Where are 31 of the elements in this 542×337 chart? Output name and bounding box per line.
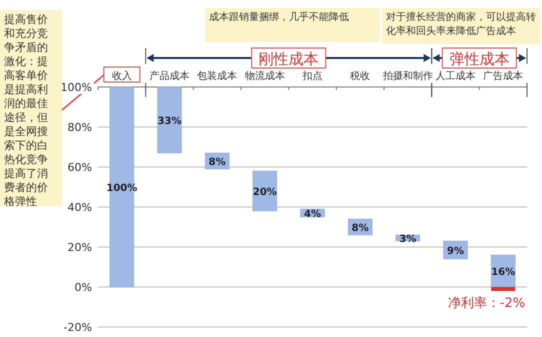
x-tick-label: 物流成本	[244, 70, 285, 82]
text: 100%	[106, 183, 138, 194]
x-tick-label: 收入	[112, 70, 132, 82]
text: 对于擅长经营的商家，可以提高转化率和回头率来降低广告成本	[382, 8, 540, 44]
y-tick-label: -20%	[64, 321, 92, 334]
x-tick-label: 包装成本	[197, 70, 238, 82]
text: 16%	[491, 267, 516, 278]
x-tick-label: 产品成本	[150, 70, 190, 82]
text: 弹性成本	[449, 50, 510, 68]
x-tick-label: 人工成本	[436, 70, 476, 82]
text: 33%	[158, 116, 182, 127]
x-tick-label: 扣点	[302, 70, 322, 82]
x-tick-label: 税收	[350, 70, 370, 82]
y-tick-label: 100%	[60, 81, 92, 94]
annotation: 净利率：-2%	[448, 295, 526, 311]
text: 成本跟销量捆绑，几乎不能降低	[205, 8, 380, 42]
y-tick-label: 40%	[68, 201, 92, 214]
text: 9%	[447, 246, 464, 257]
y-tick-label: 60%	[68, 161, 92, 174]
text: 3%	[399, 234, 416, 245]
text: 4%	[304, 209, 321, 220]
text: 提高售价和充分竞争矛盾的激化：提高客单价是提高利润的最佳途径，但是全网搜索下的白热化竞争提高了消费者的价格弹性	[4, 13, 48, 208]
text: 8%	[352, 223, 369, 234]
x-tick-label: 拍摄和制作	[382, 70, 433, 82]
y-tick-label: 80%	[68, 121, 92, 134]
text: 刚性成本	[258, 50, 319, 68]
y-tick-label: 0%	[74, 281, 92, 294]
text: 20%	[252, 187, 277, 198]
text: 8%	[208, 157, 226, 168]
x-tick-label: 广告成本	[483, 70, 524, 82]
y-tick-label: 20%	[68, 241, 92, 254]
